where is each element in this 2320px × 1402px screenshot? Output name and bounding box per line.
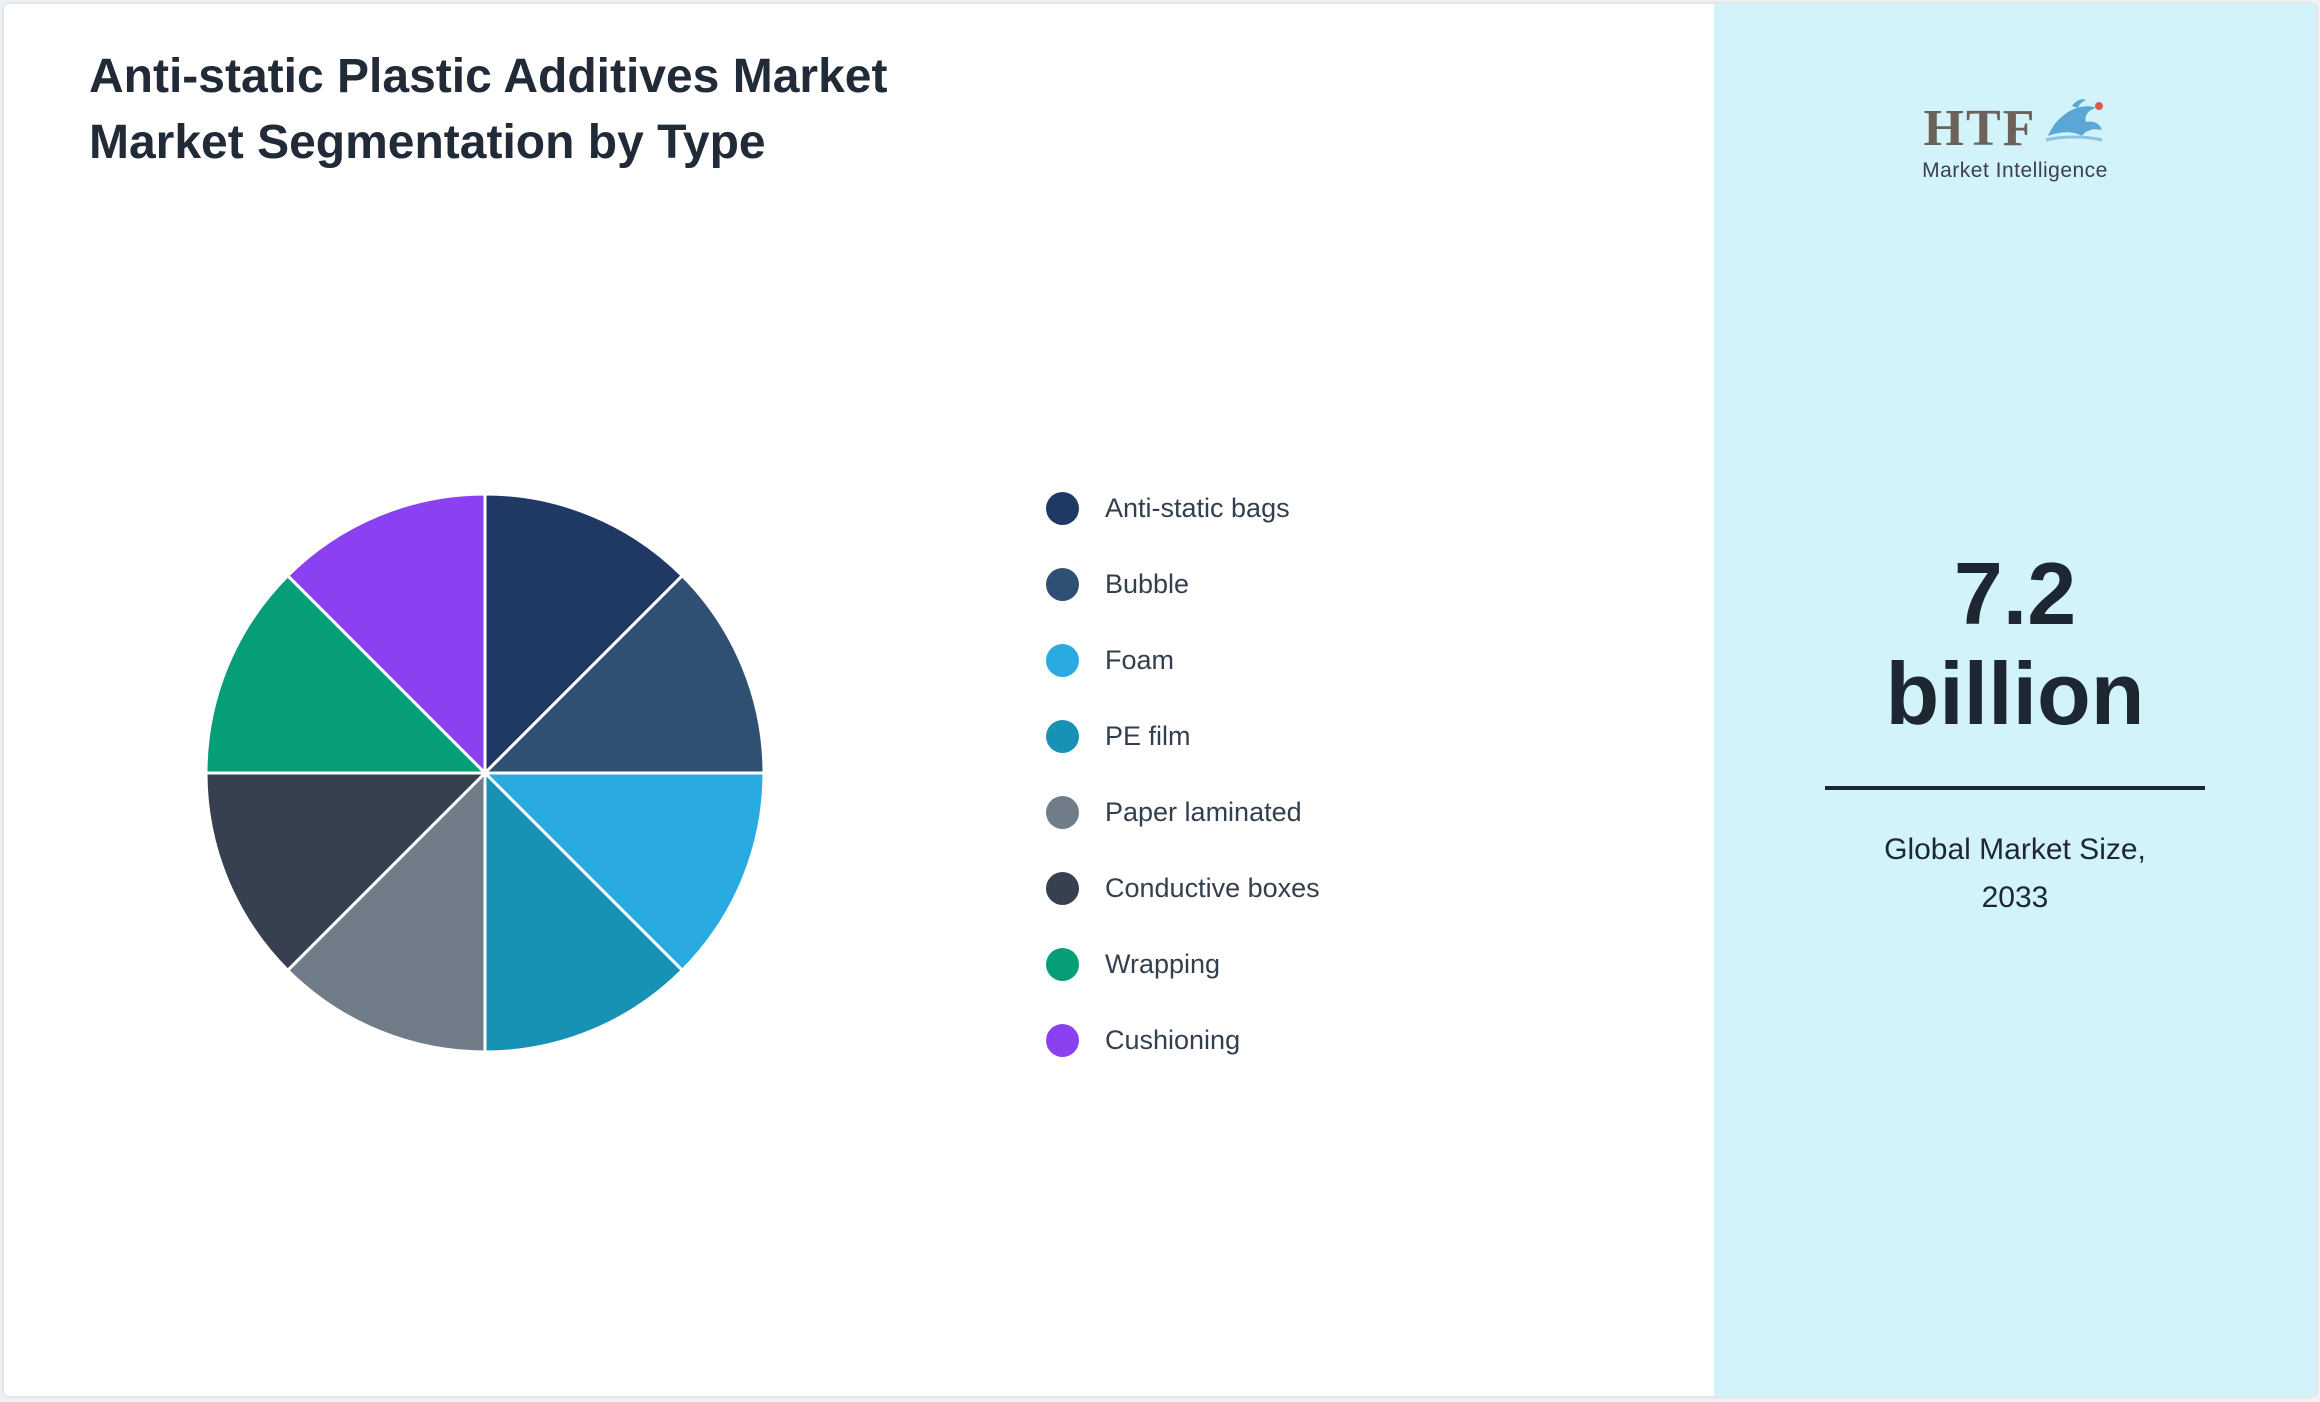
legend: Anti-static bags Bubble Foam PE film Paper l… (1046, 470, 1320, 1078)
legend-item-bubble: Bubble (1046, 546, 1320, 622)
htf-logo: HTF Market Intelligence (1714, 92, 2316, 183)
legend-label: Paper laminated (1105, 796, 1302, 827)
divider (1825, 786, 2205, 790)
market-size-block: 7.2 billion Global Market Size, 2033 (1714, 544, 2316, 922)
pie-slice-foam (481, 771, 766, 973)
logo-subtext: Market Intelligence (1922, 159, 2108, 182)
legend-label: Anti-static bags (1105, 492, 1290, 523)
legend-label: Conductive boxes (1105, 872, 1320, 903)
legend-swatch (1046, 795, 1079, 829)
legend-item-wrapping: Wrapping (1046, 926, 1320, 1002)
legend-item-paper-laminated: Paper laminated (1046, 774, 1320, 850)
chart-panel: Anti-static Plastic Additives Market Mar… (4, 4, 1718, 1396)
legend-swatch (1046, 491, 1079, 525)
legend-swatch (1046, 871, 1079, 905)
pie-slice-cushioning (285, 492, 487, 777)
page-title: Anti-static Plastic Additives Market Mar… (89, 50, 888, 169)
legend-item-anti-static-bags: Anti-static bags (1046, 470, 1320, 546)
legend-item-pe-film: PE film (1046, 698, 1320, 774)
legend-swatch (1046, 719, 1079, 753)
pie-slice-bubble (481, 573, 766, 775)
legend-label: Bubble (1105, 568, 1190, 599)
market-size-unit: billion (1885, 644, 2145, 743)
market-size-value: 7.2 (1953, 544, 2077, 643)
legend-label: Cushioning (1105, 1024, 1241, 1055)
legend-label: Wrapping (1105, 948, 1221, 979)
legend-swatch (1046, 643, 1079, 677)
pie-chart (204, 492, 766, 1054)
dolphin-icon (2042, 92, 2106, 155)
legend-label: Foam (1105, 644, 1175, 675)
pie-slice-conductive-boxes (204, 771, 489, 973)
sidebar: HTF Market Intelligence 7.2 billion Glob… (1714, 4, 2316, 1396)
pie-slice-pe-film (483, 769, 685, 1054)
market-size-caption-line1: Global Market Size, (1884, 833, 2146, 866)
logo-text: HTF (1923, 100, 2037, 157)
legend-item-conductive-boxes: Conductive boxes (1046, 850, 1320, 926)
market-size-caption-line2: 2033 (1981, 881, 2049, 914)
pie-slice-wrapping (204, 573, 489, 775)
legend-swatch (1046, 567, 1079, 601)
legend-swatch (1046, 947, 1079, 981)
legend-swatch (1046, 1023, 1079, 1057)
legend-item-foam: Foam (1046, 622, 1320, 698)
legend-label: PE film (1105, 720, 1191, 751)
pie-slice-paper-laminated (285, 769, 487, 1054)
legend-item-cushioning: Cushioning (1046, 1002, 1320, 1078)
pie-slice-anti-static-bags (483, 492, 685, 777)
